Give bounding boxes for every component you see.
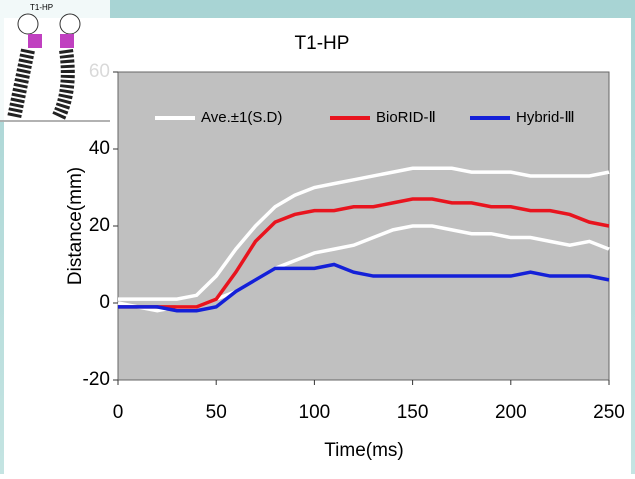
x-axis-label: Time(ms) xyxy=(324,440,404,461)
y-tick-label: 0 xyxy=(99,292,110,313)
x-tick-label: 200 xyxy=(495,402,527,423)
y-axis-label: Distance(mm) xyxy=(65,167,86,285)
data-line xyxy=(118,166,610,301)
legend-label: BioRID-Ⅱ xyxy=(376,109,436,126)
y-tick-label: 40 xyxy=(89,138,110,159)
legend-label: Hybrid-Ⅲ xyxy=(516,109,575,126)
chart-title: T1-HP xyxy=(295,33,350,54)
x-tick-label: 0 xyxy=(113,402,124,423)
x-tick-label: 100 xyxy=(299,402,331,423)
x-tick-label: 150 xyxy=(397,402,429,423)
x-tick-label: 250 xyxy=(593,402,625,423)
x-tick-label: 50 xyxy=(206,402,227,423)
icon-label: T1-HP xyxy=(30,3,53,12)
plot-layer: -200204060050100150200250Ave.±1(S.D)BioR… xyxy=(83,61,625,423)
data-line xyxy=(118,197,610,309)
data-line xyxy=(118,262,610,313)
legend-label: Ave.±1(S.D) xyxy=(201,109,282,126)
dummy-icon: T1-HP xyxy=(0,0,110,122)
y-tick-label: 20 xyxy=(89,215,110,236)
y-tick-label: -20 xyxy=(83,369,110,390)
plot-area xyxy=(117,71,610,381)
